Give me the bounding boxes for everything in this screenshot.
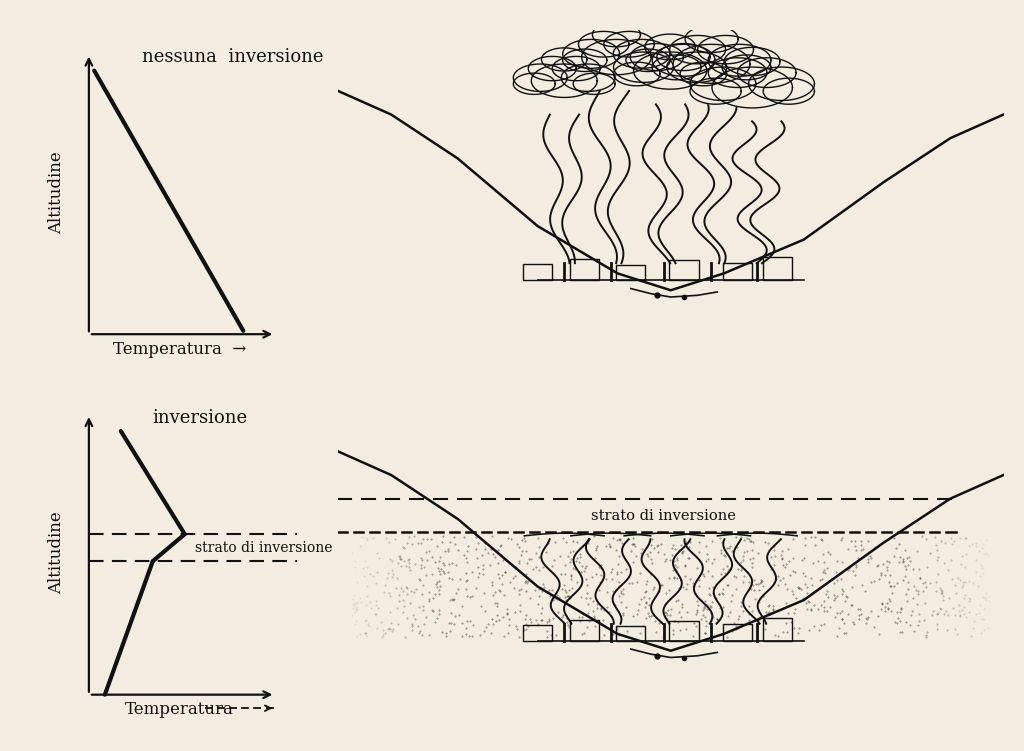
Polygon shape — [563, 39, 620, 68]
Bar — [723, 264, 752, 280]
Bar — [569, 620, 599, 641]
Polygon shape — [528, 56, 577, 80]
Bar — [670, 261, 698, 280]
Polygon shape — [513, 73, 555, 95]
Polygon shape — [552, 56, 600, 80]
Polygon shape — [724, 47, 780, 76]
Polygon shape — [634, 52, 707, 89]
Polygon shape — [645, 34, 695, 60]
Text: Altitudine: Altitudine — [48, 151, 66, 234]
Polygon shape — [561, 64, 615, 92]
Polygon shape — [531, 64, 597, 98]
Polygon shape — [626, 49, 670, 71]
Polygon shape — [763, 78, 814, 104]
Text: Temperatura: Temperatura — [125, 701, 233, 718]
Polygon shape — [613, 39, 670, 68]
Polygon shape — [667, 52, 727, 83]
Polygon shape — [737, 58, 796, 87]
Polygon shape — [712, 67, 793, 108]
Polygon shape — [542, 48, 587, 71]
Text: Temperatura  →: Temperatura → — [113, 341, 246, 357]
Polygon shape — [697, 35, 754, 64]
Polygon shape — [630, 44, 683, 71]
Text: nessuna  inversione: nessuna inversione — [142, 48, 324, 66]
Bar — [763, 618, 792, 641]
Polygon shape — [563, 49, 607, 71]
Polygon shape — [579, 32, 629, 57]
Bar — [616, 626, 645, 641]
Polygon shape — [573, 73, 615, 95]
Polygon shape — [690, 67, 756, 101]
Bar — [569, 259, 599, 280]
Bar — [523, 625, 552, 641]
Polygon shape — [652, 55, 701, 80]
Polygon shape — [604, 32, 654, 57]
Polygon shape — [722, 55, 771, 80]
Polygon shape — [709, 58, 767, 87]
Text: inversione: inversione — [153, 409, 248, 427]
Polygon shape — [593, 23, 640, 47]
Polygon shape — [613, 52, 674, 83]
Polygon shape — [673, 44, 750, 83]
Bar — [616, 265, 645, 280]
Polygon shape — [656, 44, 710, 71]
Polygon shape — [709, 44, 771, 77]
Bar — [523, 264, 552, 280]
Bar — [763, 258, 792, 280]
Polygon shape — [670, 35, 726, 64]
Polygon shape — [685, 26, 738, 53]
Text: Altitudine: Altitudine — [48, 511, 66, 594]
Text: strato di inversione: strato di inversione — [591, 508, 735, 523]
Bar — [670, 621, 698, 641]
Text: strato di inversione: strato di inversione — [196, 541, 333, 555]
Polygon shape — [613, 62, 660, 86]
Polygon shape — [749, 67, 814, 101]
Polygon shape — [582, 39, 651, 75]
Polygon shape — [680, 62, 727, 86]
Bar — [723, 624, 752, 641]
Polygon shape — [690, 78, 741, 104]
Polygon shape — [652, 44, 715, 77]
Polygon shape — [513, 64, 567, 92]
